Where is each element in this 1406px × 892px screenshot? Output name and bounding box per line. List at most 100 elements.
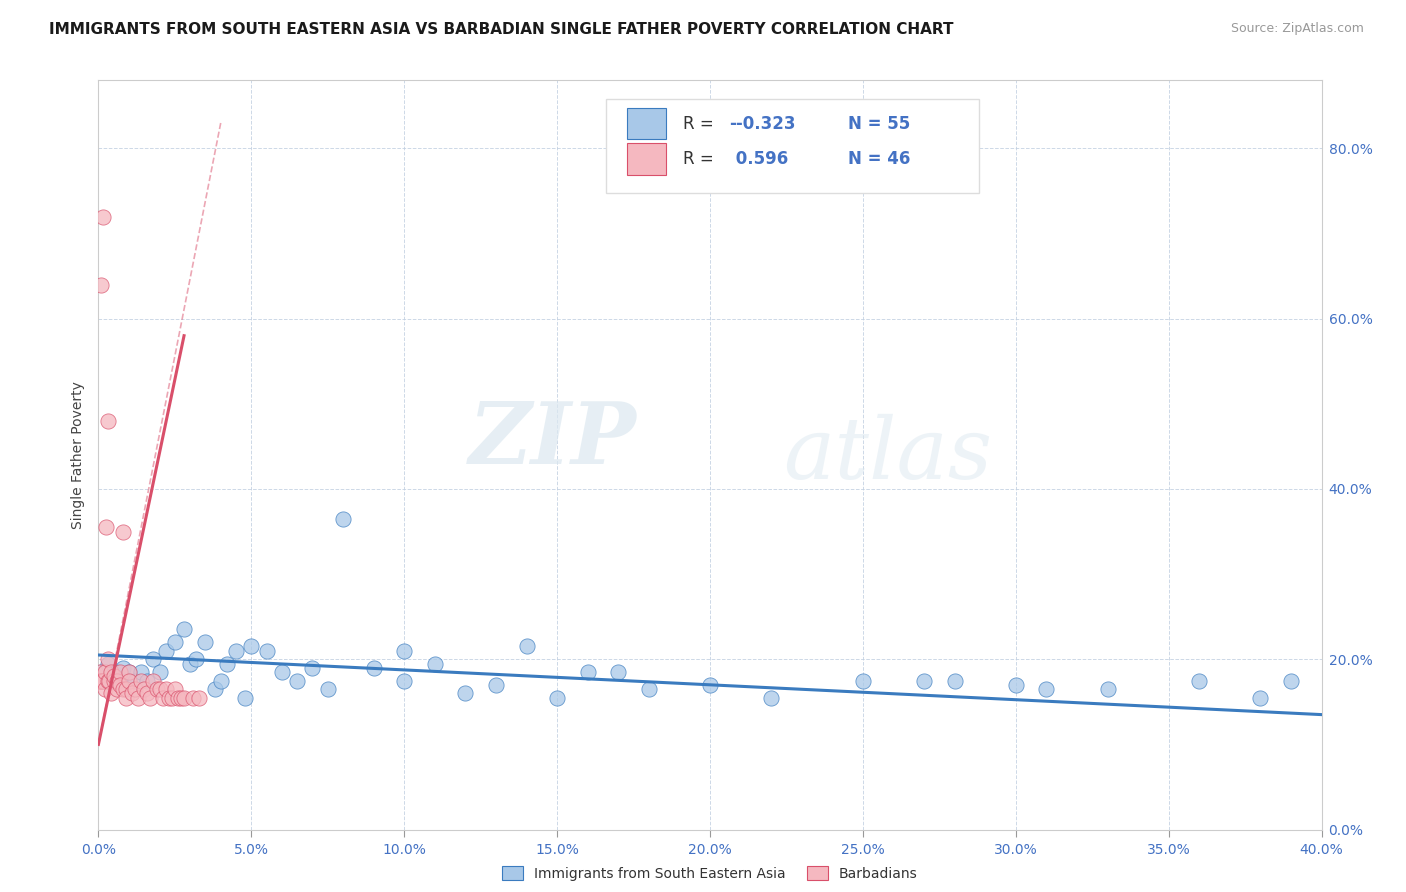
Point xyxy=(170,690,193,705)
Point xyxy=(301,661,323,675)
Point xyxy=(163,681,186,696)
Point xyxy=(103,669,125,683)
Point xyxy=(108,673,131,688)
Point xyxy=(188,690,211,705)
Legend: Immigrants from South Eastern Asia, Barbadians: Immigrants from South Eastern Asia, Barb… xyxy=(496,861,924,887)
Text: 0.596: 0.596 xyxy=(730,150,787,168)
Point xyxy=(163,635,186,649)
Bar xyxy=(627,144,666,175)
Point xyxy=(363,661,385,675)
Text: IMMIGRANTS FROM SOUTH EASTERN ASIA VS BARBADIAN SINGLE FATHER POVERTY CORRELATIO: IMMIGRANTS FROM SOUTH EASTERN ASIA VS BA… xyxy=(49,22,953,37)
Point xyxy=(149,665,172,679)
Point xyxy=(1249,690,1271,705)
Text: --0.323: --0.323 xyxy=(730,115,796,133)
Point xyxy=(129,673,152,688)
Point xyxy=(118,665,141,679)
Point xyxy=(173,623,195,637)
Point xyxy=(160,690,183,705)
Point xyxy=(332,512,354,526)
Point xyxy=(97,657,120,671)
Point xyxy=(270,665,292,679)
Point xyxy=(100,665,122,679)
Point xyxy=(93,673,115,688)
Point xyxy=(149,681,172,696)
Point xyxy=(392,673,416,688)
Point xyxy=(136,686,159,700)
Point xyxy=(118,665,141,679)
Point xyxy=(155,681,177,696)
Point xyxy=(89,673,111,688)
Point xyxy=(181,690,204,705)
Point xyxy=(103,673,125,688)
Point xyxy=(121,686,143,700)
FancyBboxPatch shape xyxy=(606,99,979,193)
Point xyxy=(256,644,278,658)
Text: Source: ZipAtlas.com: Source: ZipAtlas.com xyxy=(1230,22,1364,36)
Point xyxy=(90,673,112,688)
Point xyxy=(194,635,217,649)
Text: N = 55: N = 55 xyxy=(848,115,911,133)
Point xyxy=(179,657,201,671)
Point xyxy=(516,640,538,654)
Point xyxy=(108,678,131,692)
Point xyxy=(118,673,141,688)
Point xyxy=(91,673,114,688)
Point xyxy=(100,669,122,683)
Point xyxy=(186,652,208,666)
Point xyxy=(852,673,875,688)
Point xyxy=(134,681,156,696)
Point xyxy=(1035,681,1057,696)
Point xyxy=(155,644,177,658)
Point xyxy=(90,277,112,292)
Y-axis label: Single Father Poverty: Single Father Poverty xyxy=(72,381,86,529)
Point xyxy=(167,690,190,705)
Point xyxy=(1097,681,1119,696)
Point xyxy=(943,673,966,688)
Point xyxy=(485,678,508,692)
Text: R =: R = xyxy=(683,115,718,133)
Point xyxy=(142,652,165,666)
Point xyxy=(97,652,120,666)
Point xyxy=(1004,678,1026,692)
Point xyxy=(90,673,112,688)
Point xyxy=(173,690,195,705)
Point xyxy=(105,673,128,688)
Point xyxy=(124,681,146,696)
Point xyxy=(97,673,120,688)
Text: R =: R = xyxy=(683,150,724,168)
Point xyxy=(100,686,122,700)
Point xyxy=(108,665,131,679)
Point xyxy=(204,681,226,696)
Point xyxy=(97,414,120,428)
Point xyxy=(240,640,263,654)
Point xyxy=(94,520,117,534)
Point xyxy=(111,681,134,696)
Point xyxy=(93,665,115,679)
Text: N = 46: N = 46 xyxy=(848,150,911,168)
Point xyxy=(285,673,308,688)
Bar xyxy=(627,108,666,139)
Point xyxy=(136,673,159,688)
Point xyxy=(233,690,256,705)
Point xyxy=(115,690,138,705)
Point xyxy=(454,686,477,700)
Point xyxy=(103,673,125,688)
Point xyxy=(90,673,112,688)
Point xyxy=(1279,673,1302,688)
Point xyxy=(215,657,238,671)
Point xyxy=(115,681,138,696)
Point xyxy=(912,673,935,688)
Point xyxy=(316,681,339,696)
Point xyxy=(546,690,568,705)
Point xyxy=(699,678,721,692)
Point xyxy=(142,673,165,688)
Point xyxy=(89,665,111,679)
Point xyxy=(105,681,128,696)
Point xyxy=(129,665,152,679)
Point xyxy=(111,661,134,675)
Point xyxy=(1188,673,1211,688)
Point xyxy=(209,673,232,688)
Point xyxy=(90,665,112,679)
Point xyxy=(93,681,115,696)
Point xyxy=(98,673,121,688)
